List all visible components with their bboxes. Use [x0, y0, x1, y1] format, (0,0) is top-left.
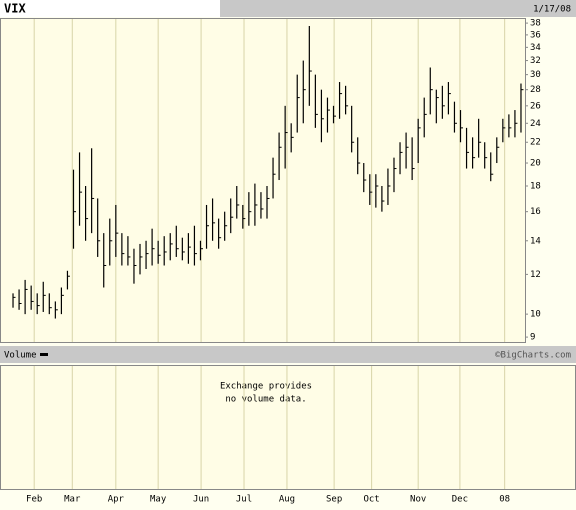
- header-bar: [220, 0, 576, 17]
- x-tick-label: Sep: [326, 495, 342, 505]
- y-tick-label: 30: [530, 70, 541, 80]
- volume-label: Volume: [4, 351, 37, 361]
- x-tick-label: Apr: [108, 495, 125, 505]
- title-box: [0, 0, 220, 17]
- volume-legend-swatch: [40, 353, 48, 356]
- x-tick-label: May: [150, 495, 167, 505]
- y-tick-label: 22: [530, 138, 541, 148]
- y-tick-label: 20: [530, 159, 541, 169]
- y-tick-label: 24: [530, 119, 541, 129]
- x-tick-label: Feb: [26, 495, 42, 505]
- y-tick-label: 9: [530, 333, 535, 343]
- chart-title: VIX: [4, 2, 26, 16]
- y-tick-label: 16: [530, 207, 541, 217]
- x-tick-label: Aug: [279, 495, 295, 505]
- y-tick-label: 10: [530, 310, 541, 320]
- plot-area: [0, 18, 526, 343]
- y-tick-label: 26: [530, 101, 541, 111]
- y-tick-label: 14: [530, 236, 541, 246]
- volume-note: Exchange provides: [220, 382, 312, 392]
- x-tick-label: 08: [499, 495, 510, 505]
- x-tick-label: Oct: [363, 495, 379, 505]
- volume-panel: [0, 365, 576, 490]
- x-tick-label: Jun: [193, 495, 209, 505]
- y-tick-label: 32: [530, 56, 541, 66]
- y-tick-label: 12: [530, 270, 541, 280]
- y-tick-label: 18: [530, 181, 541, 191]
- x-tick-label: Mar: [64, 495, 81, 505]
- y-tick-label: 34: [530, 43, 541, 53]
- x-tick-label: Nov: [410, 495, 426, 505]
- x-tick-label: Dec: [452, 495, 468, 505]
- credit: ©BigCharts.com: [495, 351, 571, 361]
- volume-bar: [0, 346, 576, 363]
- date-label: 1/17/08: [533, 5, 571, 15]
- y-tick-label: 36: [530, 30, 541, 40]
- y-tick-label: 28: [530, 85, 541, 95]
- y-tick-label: 38: [530, 19, 541, 29]
- x-tick-label: Jul: [236, 495, 252, 505]
- volume-note: no volume data.: [225, 395, 306, 405]
